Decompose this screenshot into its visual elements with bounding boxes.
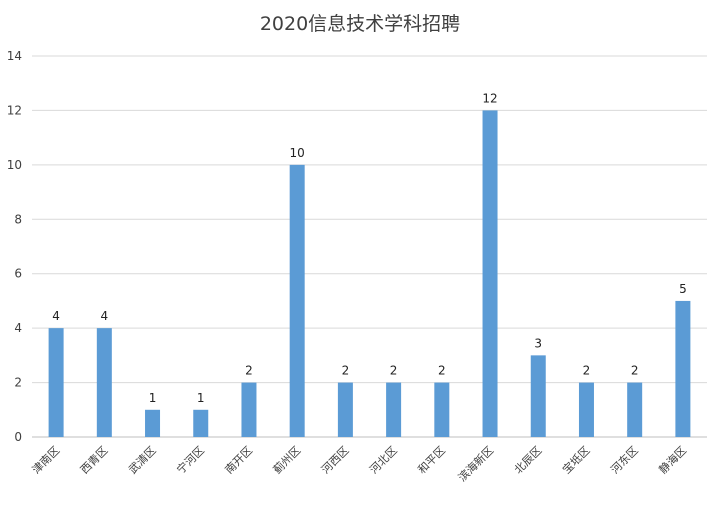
y-tick-label: 2	[14, 376, 22, 390]
category-label: 静海区	[656, 443, 689, 476]
bar	[193, 409, 209, 437]
data-label: 4	[52, 309, 60, 323]
data-label: 10	[290, 146, 305, 160]
data-label: 5	[679, 282, 687, 296]
bar	[386, 382, 402, 437]
category-label: 河西区	[319, 444, 352, 477]
bar	[48, 328, 64, 437]
bar	[96, 328, 112, 437]
category-label: 北辰区	[512, 444, 545, 477]
y-tick-label: 12	[7, 103, 22, 117]
data-label: 2	[438, 364, 446, 378]
bar	[434, 382, 450, 437]
bar	[482, 110, 498, 437]
data-label: 2	[245, 364, 253, 378]
category-label: 河东区	[608, 444, 641, 477]
chart-title: 2020信息技术学科招聘	[260, 13, 460, 35]
y-tick-label: 14	[7, 49, 22, 63]
y-tick-label: 10	[7, 158, 22, 172]
data-label: 4	[101, 309, 109, 323]
category-label: 滨海新区	[455, 443, 496, 484]
data-label: 2	[390, 364, 398, 378]
y-axis-ticks: 0 2 4 6 8 10 12 14	[7, 49, 22, 444]
bar	[627, 382, 643, 437]
category-label: 河北区	[367, 444, 400, 477]
category-label: 宝坻区	[559, 443, 592, 476]
y-tick-label: 6	[14, 267, 22, 281]
category-label: 武清区	[126, 444, 159, 477]
category-label: 宁河区	[174, 443, 207, 476]
bar	[289, 164, 305, 437]
bar	[337, 382, 353, 437]
data-label: 1	[197, 391, 205, 405]
category-label: 蓟州区	[271, 444, 304, 477]
data-label: 3	[534, 336, 542, 350]
data-label: 1	[149, 391, 157, 405]
y-tick-label: 8	[14, 212, 22, 226]
data-label: 2	[631, 364, 639, 378]
data-label: 2	[583, 364, 591, 378]
y-tick-label: 0	[14, 430, 22, 444]
category-label: 和平区	[415, 444, 448, 477]
data-label: 12	[482, 91, 497, 105]
bar	[578, 382, 594, 437]
category-label: 南开区	[223, 444, 256, 477]
bar	[675, 300, 691, 437]
bars	[48, 110, 691, 437]
category-label: 西青区	[78, 444, 111, 477]
y-tick-label: 4	[14, 321, 22, 335]
data-label: 2	[342, 364, 350, 378]
gridlines	[32, 55, 707, 438]
category-labels: 津南区 西青区 武清区 宁河区 南开区 蓟州区 河西区 河北区 和平区 滨海新区 北辰区 宝坻区 河东区…	[30, 443, 689, 484]
bar	[530, 355, 546, 437]
bar	[145, 409, 161, 437]
bar	[241, 382, 257, 437]
category-label: 津南区	[30, 444, 63, 477]
